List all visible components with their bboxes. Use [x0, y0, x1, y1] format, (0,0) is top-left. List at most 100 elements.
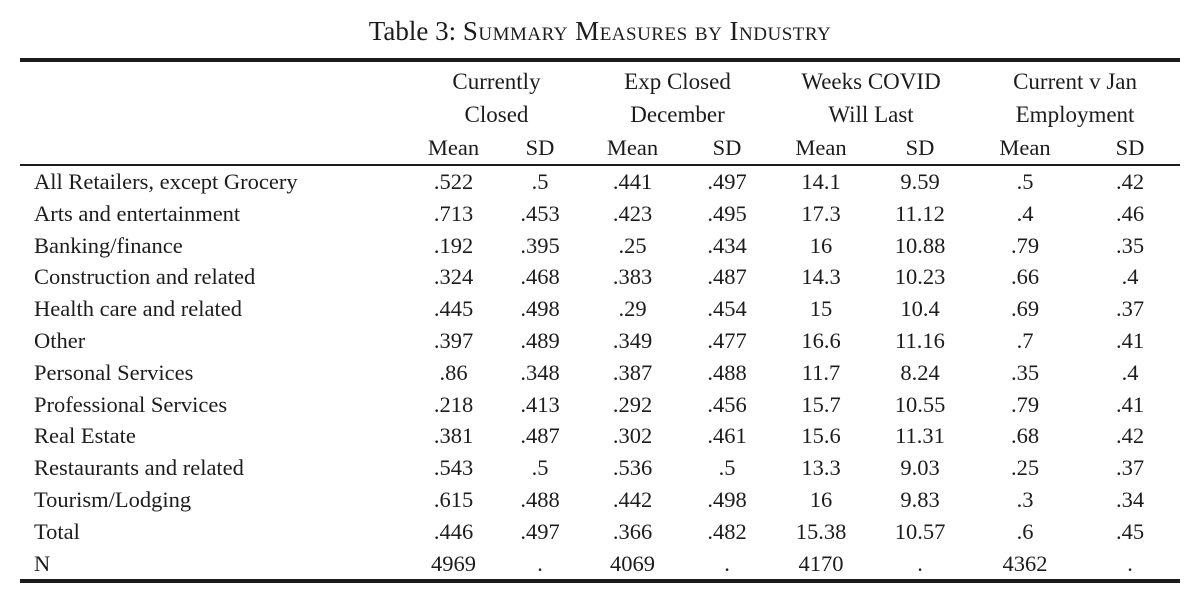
data-cell: 15.38: [795, 518, 847, 544]
table-row: All Retailers, except Grocery .522 .5 .4…: [20, 165, 1180, 198]
data-cell: .543: [433, 455, 474, 481]
bottom-double-rule: [20, 579, 1180, 584]
data-cell: 14.1: [801, 169, 841, 194]
row-label: Professional Services: [34, 391, 228, 417]
data-cell: .456: [707, 391, 747, 417]
table-caption-title: Summary Measures by Industry: [462, 16, 832, 46]
data-cell: .6: [1016, 518, 1034, 544]
data-cell: 11.31: [895, 423, 945, 449]
data-cell: .5: [1016, 169, 1034, 194]
data-cell: .7: [1016, 327, 1034, 353]
data-cell: 9.83: [900, 486, 940, 512]
data-cell: .192: [433, 232, 474, 258]
data-cell: .42: [1115, 423, 1145, 449]
data-cell: .302: [612, 423, 653, 449]
table-row: N 4969 . 4069 . 4170 . 4362 .: [20, 548, 1180, 580]
table-row: Total .446 .497 .366 .482 15.38 10.57 .6…: [20, 516, 1180, 548]
data-cell: .497: [707, 169, 747, 194]
table-body: All Retailers, except Grocery .522 .5 .4…: [20, 165, 1180, 579]
row-label: Construction and related: [34, 264, 256, 290]
data-cell: 14.3: [801, 264, 841, 290]
group-header-currently-closed: Currently Closed: [410, 62, 583, 131]
data-cell: .454: [707, 296, 747, 322]
data-cell: .5: [531, 455, 549, 481]
data-cell: 11.7: [801, 359, 841, 385]
table-row: Health care and related .445 .498 .29 .4…: [20, 293, 1180, 325]
group-header-line: Currently: [452, 69, 541, 94]
data-cell: .442: [612, 486, 653, 512]
subheader-row: Mean SD Mean SD Mean SD Mean SD: [20, 131, 1181, 166]
table-row: Real Estate .381 .487 .302 .461 15.6 11.…: [20, 420, 1180, 452]
data-cell: .29: [618, 296, 647, 322]
col-header-sd: SD: [682, 131, 773, 166]
data-cell: .5: [531, 169, 549, 194]
group-header-line: Exp Closed: [624, 69, 731, 94]
data-cell: .381: [433, 423, 474, 449]
group-header-spacer: [20, 62, 410, 131]
data-cell: .397: [433, 327, 474, 353]
data-cell: 8.24: [900, 359, 940, 385]
data-cell: .489: [520, 327, 560, 353]
row-label: Health care and related: [34, 296, 242, 322]
data-cell: .395: [520, 232, 560, 258]
data-cell: .387: [612, 359, 653, 385]
data-cell: 10.4: [900, 296, 940, 322]
data-cell: .37: [1115, 455, 1145, 481]
data-cell: .4: [1121, 264, 1139, 290]
data-cell: .3: [1016, 486, 1034, 512]
col-header-mean: Mean: [583, 131, 682, 166]
data-cell: .5: [718, 455, 736, 481]
data-cell: .66: [1010, 264, 1040, 290]
data-cell: .477: [707, 327, 747, 353]
data-cell: .615: [433, 486, 474, 512]
data-cell: .42: [1115, 169, 1145, 194]
data-cell: .35: [1115, 232, 1145, 258]
data-cell: 17.3: [801, 200, 841, 226]
data-cell: .348: [520, 359, 560, 385]
col-header-mean: Mean: [410, 131, 497, 166]
data-cell: 9.59: [900, 169, 940, 194]
subheader-spacer: [20, 131, 410, 166]
data-cell: .413: [520, 391, 560, 417]
data-cell: .46: [1115, 200, 1145, 226]
data-cell: .468: [520, 264, 560, 290]
data-cell: .69: [1010, 296, 1040, 322]
data-cell: 10.23: [894, 264, 946, 290]
data-cell: .: [724, 550, 730, 576]
data-cell: .498: [707, 486, 747, 512]
data-cell: 4362: [1002, 550, 1048, 576]
data-cell: 10.57: [894, 518, 946, 544]
group-header-line: Weeks COVID: [801, 69, 941, 94]
data-cell: .25: [1010, 455, 1040, 481]
data-cell: .441: [612, 169, 653, 194]
data-cell: 16.6: [801, 327, 841, 353]
data-cell: 15.6: [801, 423, 841, 449]
data-cell: .37: [1115, 296, 1145, 322]
data-cell: 9.03: [900, 455, 940, 481]
data-cell: .: [537, 550, 543, 576]
data-cell: .482: [707, 518, 747, 544]
row-label: Total: [34, 518, 80, 544]
group-header-weeks-covid-will-last: Weeks COVID Will Last: [772, 62, 970, 131]
data-cell: .41: [1115, 391, 1145, 417]
table-row: Personal Services .86 .348 .387 .488 11.…: [20, 357, 1180, 389]
table-row: Restaurants and related .543 .5 .536 .5 …: [20, 452, 1180, 484]
data-cell: .446: [433, 518, 474, 544]
data-cell: .434: [707, 232, 747, 258]
data-cell: .423: [612, 200, 653, 226]
data-cell: .292: [612, 391, 653, 417]
data-cell: .495: [707, 200, 747, 226]
data-cell: .4: [1016, 200, 1034, 226]
col-header-mean: Mean: [772, 131, 871, 166]
data-cell: .498: [520, 296, 560, 322]
data-cell: .713: [433, 200, 474, 226]
table-row: Other .397 .489 .349 .477 16.6 11.16 .7 …: [20, 325, 1180, 357]
data-cell: .488: [520, 486, 560, 512]
data-cell: .487: [707, 264, 747, 290]
data-cell: 4069: [610, 550, 655, 576]
data-cell: 11.12: [895, 200, 945, 226]
group-header-current-v-jan-employment: Current v Jan Employment: [970, 62, 1180, 131]
table-row: Arts and entertainment .713 .453 .423 .4…: [20, 198, 1180, 230]
data-cell: .445: [433, 296, 474, 322]
group-header-row: Currently Closed Exp Closed December Weeks…: [20, 62, 1180, 131]
